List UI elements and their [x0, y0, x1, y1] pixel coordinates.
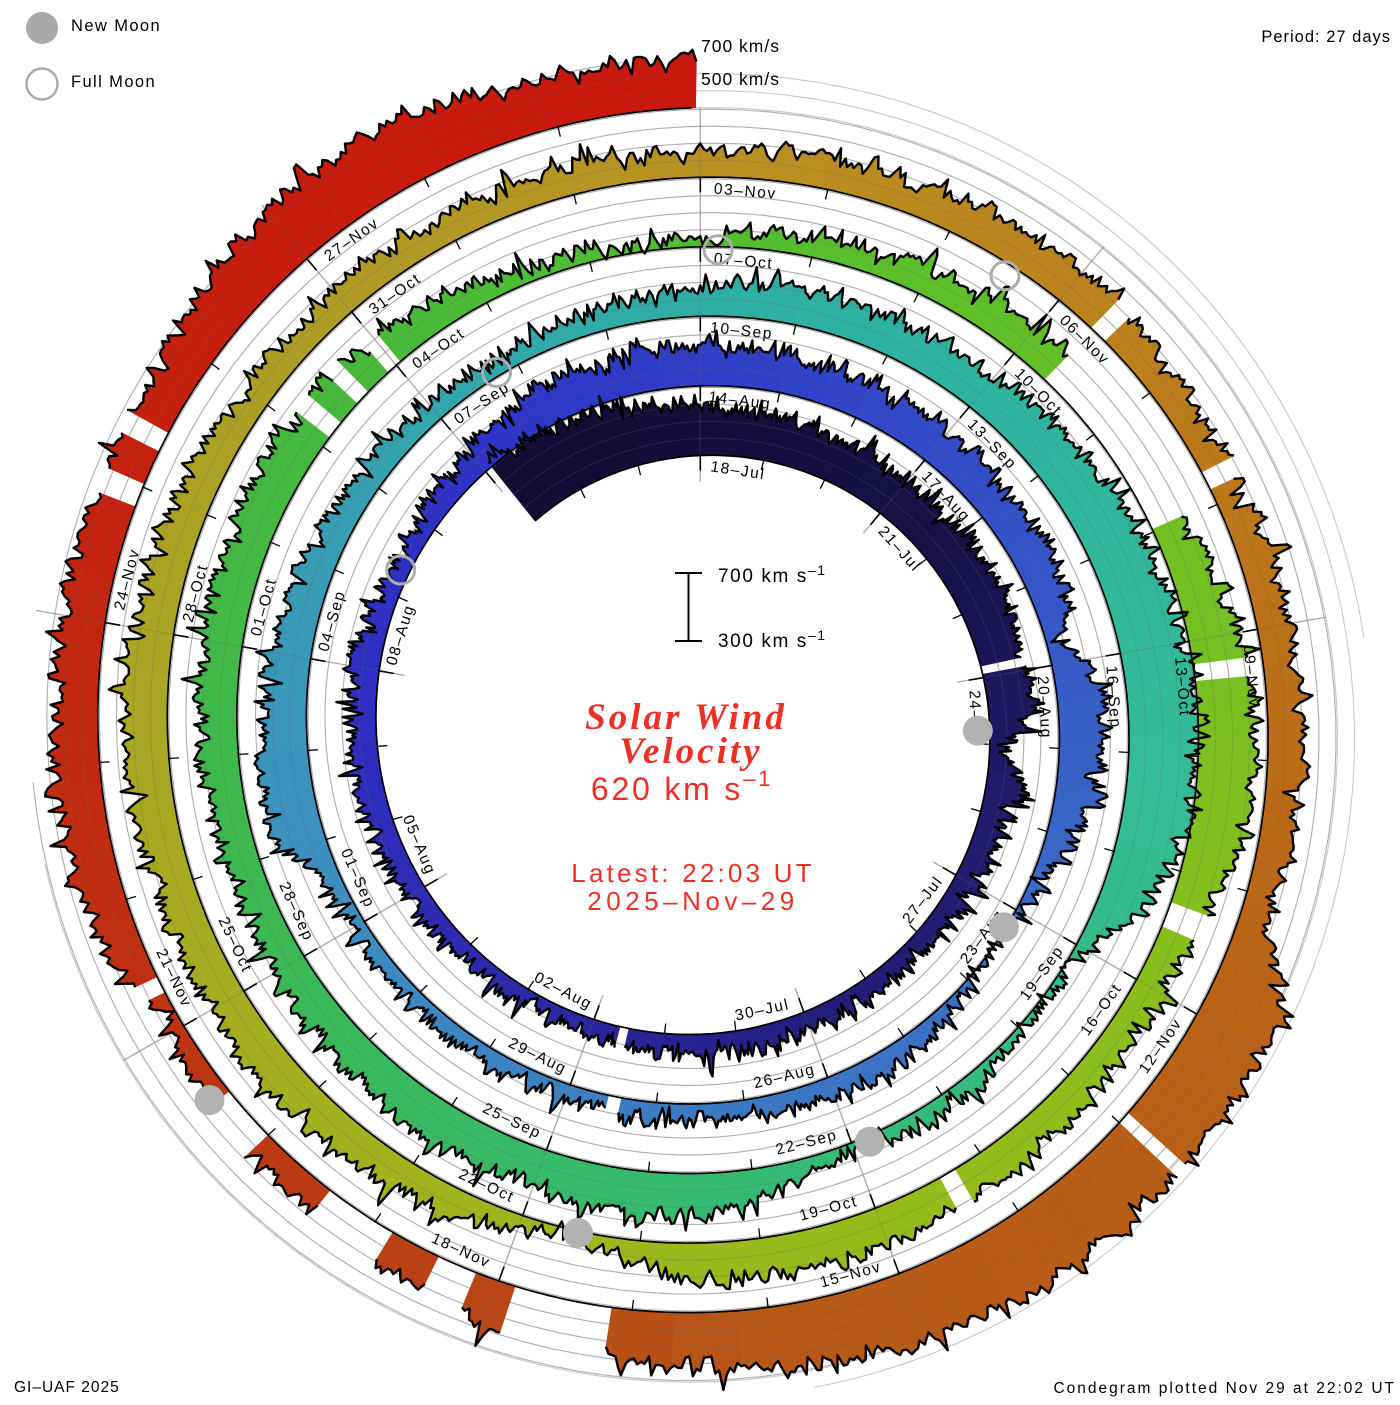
svg-text:GI–UAF 2025: GI–UAF 2025 [14, 1379, 120, 1396]
svg-text:Condegram plotted Nov 29 at 22: Condegram plotted Nov 29 at 22:02 UT [1053, 1380, 1396, 1397]
svg-text:620 km s–1: 620 km s–1 [591, 766, 773, 807]
svg-text:Solar Wind: Solar Wind [585, 697, 787, 738]
svg-text:09–Nov: 09–Nov [1240, 644, 1263, 708]
svg-text:New Moon: New Moon [71, 17, 161, 35]
svg-text:10–Sep: 10–Sep [709, 319, 773, 342]
svg-text:Velocity: Velocity [619, 731, 762, 772]
svg-text:700 km/s: 700 km/s [701, 36, 780, 56]
svg-text:700 km s–1: 700 km s–1 [718, 562, 827, 587]
svg-text:2025–Nov–29: 2025–Nov–29 [587, 886, 798, 916]
svg-text:13–Oct: 13–Oct [1171, 656, 1193, 717]
svg-text:03–Nov: 03–Nov [713, 181, 777, 203]
svg-text:500 km/s: 500 km/s [701, 69, 780, 89]
svg-text:300 km s–1: 300 km s–1 [718, 627, 827, 652]
svg-text:Period: 27 days: Period: 27 days [1261, 28, 1391, 46]
svg-text:20–Aug: 20–Aug [1034, 676, 1055, 740]
svg-text:Full Moon: Full Moon [71, 73, 156, 91]
svg-text:Latest: 22:03 UT: Latest: 22:03 UT [571, 858, 814, 888]
svg-text:07–Oct: 07–Oct [713, 250, 774, 272]
